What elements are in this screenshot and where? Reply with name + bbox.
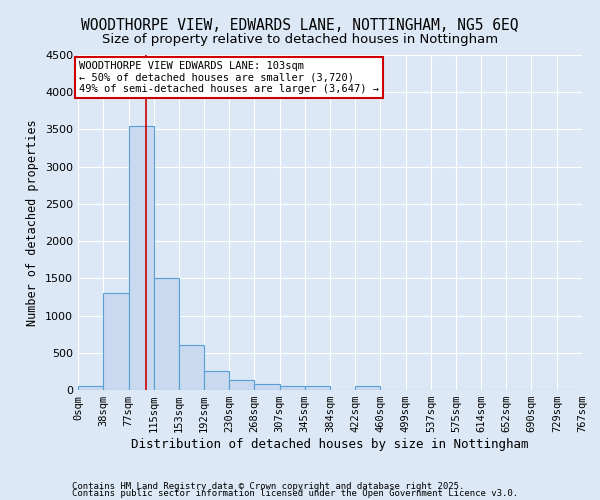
Bar [355,386,380,390]
Bar [103,293,128,390]
Y-axis label: Number of detached properties: Number of detached properties [26,119,40,326]
Bar [154,278,179,390]
Bar [254,384,280,390]
Text: Size of property relative to detached houses in Nottingham: Size of property relative to detached ho… [102,32,498,46]
Text: WOODTHORPE VIEW, EDWARDS LANE, NOTTINGHAM, NG5 6EQ: WOODTHORPE VIEW, EDWARDS LANE, NOTTINGHA… [81,18,519,32]
X-axis label: Distribution of detached houses by size in Nottingham: Distribution of detached houses by size … [131,438,529,451]
Text: WOODTHORPE VIEW EDWARDS LANE: 103sqm
← 50% of detached houses are smaller (3,720: WOODTHORPE VIEW EDWARDS LANE: 103sqm ← 5… [79,61,379,94]
Bar [229,380,254,390]
Text: Contains HM Land Registry data © Crown copyright and database right 2025.: Contains HM Land Registry data © Crown c… [72,482,464,491]
Bar [204,372,229,390]
Bar [179,346,204,390]
Bar [78,386,103,390]
Bar [305,386,331,390]
Text: Contains public sector information licensed under the Open Government Licence v3: Contains public sector information licen… [72,490,518,498]
Bar [128,126,154,390]
Bar [280,386,305,390]
